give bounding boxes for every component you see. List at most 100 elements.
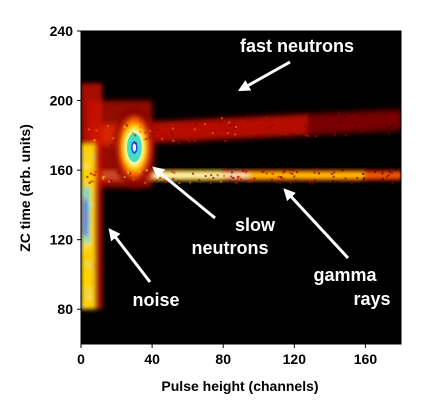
noise-speckle [86, 236, 89, 239]
y-axis-label: ZC time (arb. units) [17, 124, 33, 252]
speckle [352, 114, 355, 117]
speckle [384, 131, 387, 134]
speckle [90, 180, 93, 183]
noise-speckle [81, 156, 84, 159]
speckle [142, 171, 145, 174]
speckle [325, 123, 328, 126]
speckle [277, 175, 280, 178]
fast-band-segment [333, 112, 340, 134]
fast-band-segment [224, 118, 231, 139]
speckle [144, 131, 147, 134]
speckle [265, 172, 268, 175]
noise-speckle [86, 288, 89, 291]
speckle [262, 170, 265, 173]
speckle [390, 172, 393, 175]
speckle [305, 134, 308, 137]
speckle [292, 169, 295, 172]
speckle [161, 127, 164, 130]
fast-band-segment [286, 114, 294, 136]
speckle [344, 177, 347, 180]
speckle [282, 178, 285, 181]
speckle [270, 178, 273, 181]
speckle [127, 171, 130, 174]
speckle [207, 177, 210, 180]
annotation-noise-text: noise [132, 290, 179, 310]
speckle [362, 124, 365, 127]
noise-speckle [83, 198, 86, 201]
noise-speckle [84, 236, 87, 239]
fast-band-segment [261, 116, 268, 138]
speckle [94, 174, 97, 177]
fast-band-segment [307, 113, 314, 135]
fast-band-segment [188, 119, 195, 141]
fast-band-segment [167, 120, 174, 142]
speckle [161, 137, 164, 140]
fast-band-segment [318, 113, 325, 135]
speckle [92, 173, 95, 176]
speckle [226, 129, 229, 132]
fast-band-segment [390, 109, 397, 131]
speckle [289, 171, 292, 174]
speckle [243, 125, 246, 128]
gamma-band-core [264, 173, 271, 178]
speckle [123, 177, 126, 180]
speckle [289, 182, 292, 185]
speckle [387, 174, 390, 177]
speckle [229, 179, 232, 182]
speckle [122, 180, 125, 183]
speckle [165, 180, 168, 183]
speckle [332, 175, 335, 178]
fast-band-segment [338, 112, 345, 134]
speckle [388, 170, 391, 173]
plot-frame [80, 30, 402, 345]
speckle [159, 177, 162, 180]
speckle [333, 171, 336, 174]
speckle [248, 180, 251, 183]
speckle [391, 123, 394, 126]
speckle [307, 134, 310, 137]
noise-speckle [81, 249, 84, 252]
speckle [372, 114, 375, 117]
fast-band-segment [292, 114, 299, 136]
arrow-noise [108, 228, 152, 283]
speckle [258, 120, 261, 123]
fast-band-segment [209, 118, 216, 140]
fast-band-segment [297, 114, 304, 136]
speckle [226, 132, 229, 135]
noise-speckle [92, 255, 95, 258]
speckle [381, 172, 384, 175]
fast-band-segment [271, 115, 278, 137]
noise-hottest [83, 196, 88, 237]
speckle [261, 171, 264, 174]
fast-band-segment [380, 110, 387, 132]
speckle [123, 125, 126, 128]
speckle [114, 127, 117, 130]
speckle [333, 134, 336, 137]
noise-speckle [82, 235, 85, 238]
speckle [125, 124, 128, 127]
annotation-gamma-rays-line2: rays [353, 289, 390, 309]
speckle [303, 133, 306, 136]
noise-speckle [86, 165, 89, 168]
fast-band-segment [219, 118, 226, 140]
speckle [193, 139, 196, 142]
speckle [339, 121, 342, 124]
speckle [296, 171, 299, 174]
speckle [143, 138, 146, 141]
speckle [229, 124, 232, 127]
y-tick-label: 200 [50, 93, 74, 109]
fast-band-segment [302, 114, 309, 136]
speckle [344, 116, 347, 119]
speckle [157, 135, 160, 138]
speckle [387, 126, 390, 129]
speckle [294, 179, 297, 182]
speckle [216, 134, 219, 137]
arrow-gamma-rays [283, 188, 350, 260]
speckle [341, 169, 344, 172]
speckle [330, 173, 333, 176]
axes: 0 40 80 120 160 80 120 160 200 240 [50, 23, 402, 367]
speckle [193, 128, 196, 131]
speckle [232, 177, 235, 180]
fast-band-segment [157, 121, 164, 143]
speckle [128, 171, 131, 174]
